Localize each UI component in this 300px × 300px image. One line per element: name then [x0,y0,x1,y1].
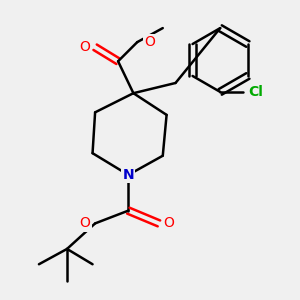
Text: O: O [145,35,155,49]
Text: N: N [122,168,134,182]
Text: O: O [80,216,90,230]
Text: O: O [80,40,90,54]
Text: Cl: Cl [248,85,263,99]
Text: O: O [164,216,175,230]
